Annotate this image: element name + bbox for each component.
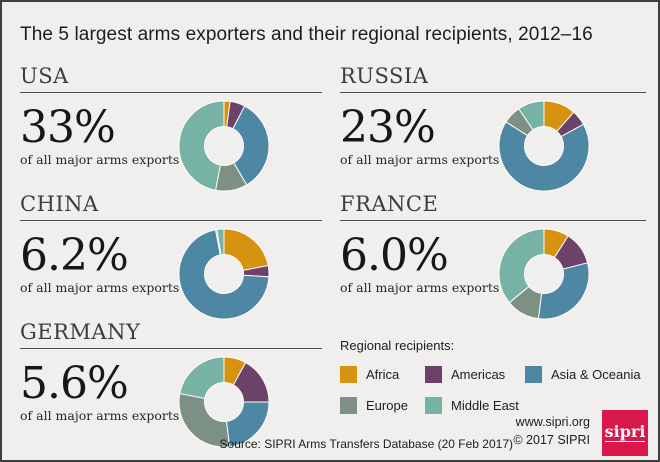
share-percentage: 6.2%: [20, 230, 129, 281]
legend-label-asia-oceania: Asia & Oceania: [551, 367, 641, 382]
share-percentage: 23%: [340, 102, 436, 153]
copyright-notice: © 2017 SIPRI: [513, 433, 590, 448]
exporter-heading-germany: GERMANY: [20, 320, 322, 349]
donut-chart-russia: [498, 100, 590, 192]
sipri-logo-text: sipri: [604, 422, 646, 442]
legend-grid: Africa Americas Asia & Oceania Europe Mi…: [340, 366, 648, 414]
share-caption: of all major arms exports: [20, 408, 180, 424]
section-france: FRANCE 6.0% of all major arms exports: [340, 192, 646, 320]
donut-segment-europe: [178, 392, 231, 448]
legend-label-europe: Europe: [366, 398, 408, 413]
legend-item-middle-east: Middle East: [425, 397, 525, 414]
donut-segment-asia-oceania: [178, 229, 270, 320]
legend-swatch-americas: [425, 366, 442, 383]
sipri-logo: sipri: [602, 410, 648, 456]
legend-label-africa: Africa: [366, 367, 400, 382]
share-caption: of all major arms exports: [340, 152, 500, 168]
donut-segment-africa: [223, 228, 269, 271]
legend-label-americas: Americas: [451, 367, 506, 382]
legend-label-middle-east: Middle East: [451, 398, 519, 413]
section-content: 6.2% of all major arms exports: [20, 221, 322, 320]
donut-segment-middle-east: [498, 228, 545, 304]
donut-chart-france: [498, 228, 590, 320]
exporter-heading-usa: USA: [20, 64, 322, 93]
donut-segment-middle-east: [178, 100, 225, 191]
share-caption: of all major arms exports: [340, 280, 500, 296]
donut-segment-asia-oceania: [232, 105, 270, 186]
donut-segment-middle-east: [518, 100, 545, 131]
legend-swatch-europe: [340, 397, 357, 414]
exporter-heading-france: FRANCE: [340, 192, 646, 221]
donut-chart-china: [178, 228, 270, 320]
section-china: CHINA 6.2% of all major arms exports: [20, 192, 322, 320]
stat-block: 6.2% of all major arms exports: [20, 221, 180, 296]
section-content: 5.6% of all major arms exports: [20, 349, 322, 448]
section-russia: RUSSIA 23% of all major arms exports: [340, 64, 646, 192]
section-content: 23% of all major arms exports: [340, 93, 646, 192]
donut-segment-middle-east: [216, 228, 225, 256]
share-percentage: 33%: [20, 102, 116, 153]
legend-swatch-africa: [340, 366, 357, 383]
page-title: The 5 largest arms exporters and their r…: [20, 24, 593, 45]
legend-swatch-asia-oceania: [525, 366, 542, 383]
legend-swatch-middle-east: [425, 397, 442, 414]
share-percentage: 6.0%: [340, 230, 449, 281]
exporter-heading-russia: RUSSIA: [340, 64, 646, 93]
stat-block: 5.6% of all major arms exports: [20, 349, 180, 424]
exporter-heading-china: CHINA: [20, 192, 322, 221]
legend-title: Regional recipients:: [340, 338, 455, 353]
share-percentage: 5.6%: [20, 358, 129, 409]
section-content: 33% of all major arms exports: [20, 93, 322, 192]
section-germany: GERMANY 5.6% of all major arms exports: [20, 320, 322, 448]
donut-segment-asia-oceania: [498, 121, 590, 192]
donut-segment-asia-oceania: [537, 262, 590, 320]
source-note: Source: SIPRI Arms Transfers Database (2…: [219, 437, 513, 451]
donut-chart-usa: [178, 100, 270, 192]
legend-item-africa: Africa: [340, 366, 425, 383]
website-url: www.sipri.org: [515, 415, 590, 429]
share-caption: of all major arms exports: [20, 152, 180, 168]
legend-item-europe: Europe: [340, 397, 425, 414]
section-usa: USA 33% of all major arms exports: [20, 64, 322, 192]
stat-block: 23% of all major arms exports: [340, 93, 500, 168]
donut-chart-germany: [178, 356, 270, 448]
share-caption: of all major arms exports: [20, 280, 180, 296]
section-content: 6.0% of all major arms exports: [340, 221, 646, 320]
legend-item-americas: Americas: [425, 366, 525, 383]
stat-block: 6.0% of all major arms exports: [340, 221, 500, 296]
legend-item-asia-oceania: Asia & Oceania: [525, 366, 648, 383]
donut-segment-middle-east: [179, 356, 225, 399]
stat-block: 33% of all major arms exports: [20, 93, 180, 168]
legend: Regional recipients: Africa Americas Asi…: [340, 338, 648, 414]
site-info: www.sipri.org © 2017 SIPRI: [513, 413, 590, 449]
